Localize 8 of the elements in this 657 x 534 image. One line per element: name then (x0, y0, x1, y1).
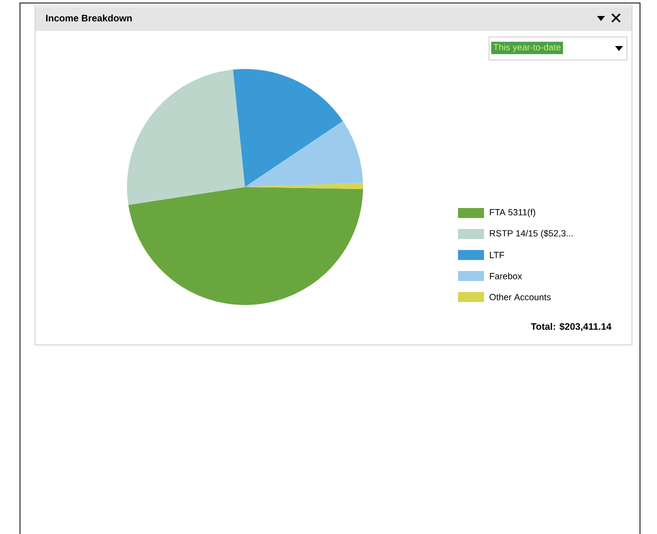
text: Total: $203,411.14 (530, 322, 612, 332)
legend-label: Farebox (490, 272, 522, 280)
legend-label: Other Accounts (490, 294, 551, 300)
chart-title: Income Breakdown (46, 14, 132, 22)
legend-label: LTF (490, 252, 504, 258)
legend-label: RSTP 14/15 ($52,3... (490, 230, 573, 238)
legend-label: FTA 5311(f) (490, 208, 536, 218)
text: This year-to-date (493, 44, 561, 52)
